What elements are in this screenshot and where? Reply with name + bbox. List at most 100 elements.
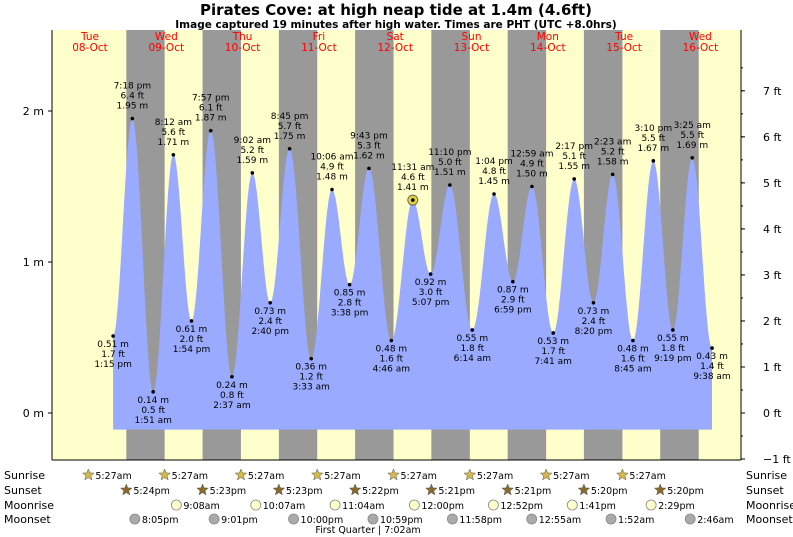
y-tick-label-ft: 2 ft xyxy=(763,315,782,328)
sunrise-icon xyxy=(310,468,324,481)
day-name: Tue xyxy=(80,31,99,43)
astro-time: 8:05pm xyxy=(142,515,179,526)
astro-time: 1:41pm xyxy=(579,501,616,512)
sunset-icon xyxy=(653,483,667,496)
y-tick-label-ft: 7 ft xyxy=(763,85,782,98)
tide-point xyxy=(671,328,675,332)
y-tick-label-ft: 4 ft xyxy=(763,223,782,236)
astro-time: 11:04am xyxy=(342,501,384,512)
sunset-icon xyxy=(272,483,286,496)
moonset-icon xyxy=(446,513,458,525)
tide-time: 3:10 pm xyxy=(635,124,673,134)
tide-ft: 0.8 ft xyxy=(220,391,244,401)
tide-point xyxy=(530,184,534,189)
astro-time: 9:08am xyxy=(183,501,219,512)
tide-point xyxy=(631,338,635,343)
day-name: Wed xyxy=(689,31,712,43)
day-date: 08-Oct xyxy=(72,42,108,54)
tide-m: 1.48 m xyxy=(316,173,348,183)
tide-point xyxy=(572,177,577,181)
tide-time: 1:15 pm xyxy=(94,360,132,370)
tide-time: 9:02 am xyxy=(234,136,271,146)
tide-time: 3:25 am xyxy=(674,121,711,131)
moonrise-icon xyxy=(170,499,182,511)
tide-time: 10:06 am xyxy=(310,153,353,163)
moonrise-icon xyxy=(645,499,657,511)
tide-time: 7:57 pm xyxy=(192,94,230,104)
tide-time: 3:38 pm xyxy=(331,309,369,319)
y-tick-label-ft: 5 ft xyxy=(763,177,782,190)
tide-m: 0.14 m xyxy=(137,396,169,406)
day-date: 16-Oct xyxy=(683,42,719,54)
astro-time: 5:23pm xyxy=(286,486,323,497)
tide-time: 1:04 pm xyxy=(475,157,513,167)
moonset-icon xyxy=(684,513,696,525)
tide-ft: 3.0 ft xyxy=(419,288,443,298)
tide-time: 1:54 pm xyxy=(173,345,211,355)
tide-time: 7:41 am xyxy=(535,357,572,367)
tide-m: 0.73 m xyxy=(254,307,286,317)
sunset-icon xyxy=(119,483,133,496)
tide-time: 12:59 am xyxy=(510,150,553,160)
tide-m: 1.51 m xyxy=(434,168,466,178)
sunrise-icon xyxy=(539,468,553,481)
tide-ft: 5.3 ft xyxy=(357,141,381,151)
tide-point xyxy=(287,146,292,151)
y-tick-label-ft: −1 ft xyxy=(763,453,791,466)
moonset-icon xyxy=(208,513,220,525)
sunset-icon xyxy=(501,483,515,496)
tide-m: 1.59 m xyxy=(236,156,268,166)
astro-time: 5:27am xyxy=(401,471,437,482)
astro-time: 5:27am xyxy=(553,471,589,482)
y-tick-label-m: 1 m xyxy=(23,256,44,269)
tide-point xyxy=(651,159,656,163)
moonrise-icon xyxy=(250,499,262,511)
tide-ft: 2.0 ft xyxy=(180,335,204,345)
tide-point xyxy=(610,172,615,177)
astro-row-label-left: Moonrise xyxy=(4,499,54,512)
day-date: 14-Oct xyxy=(530,42,566,54)
tide-point xyxy=(591,300,596,305)
astro-time: 2:29pm xyxy=(658,501,695,512)
tide-time: 3:33 am xyxy=(293,383,330,393)
tide-ft: 1.7 ft xyxy=(541,347,565,357)
tide-m: 0.85 m xyxy=(334,289,366,299)
astro-time: 5:27am xyxy=(324,471,360,482)
y-tick-label-ft: 3 ft xyxy=(763,269,782,282)
tide-m: 0.92 m xyxy=(415,278,447,288)
tide-point xyxy=(189,319,194,323)
sunrise-icon xyxy=(616,468,629,481)
astro-time: 11:58pm xyxy=(459,515,502,526)
tide-ft: 4.6 ft xyxy=(401,173,425,183)
tide-ft: 5.7 ft xyxy=(278,122,302,132)
sunset-icon xyxy=(577,483,591,496)
tide-m: 1.67 m xyxy=(637,144,669,154)
tide-time: 11:31 am xyxy=(391,163,434,173)
astro-time: 5:20pm xyxy=(667,486,704,497)
day-date: 15-Oct xyxy=(606,42,642,54)
tide-ft: 1.6 ft xyxy=(621,355,645,365)
tide-m: 1.95 m xyxy=(117,102,149,112)
tide-point xyxy=(309,356,313,361)
day-date: 11-Oct xyxy=(301,42,337,54)
tide-point xyxy=(330,187,334,192)
tide-point xyxy=(367,166,371,171)
y-tick-label-m: 2 m xyxy=(23,105,44,118)
tide-ft: 6.1 ft xyxy=(199,104,223,114)
tide-time: 8:20 pm xyxy=(575,327,613,337)
day-name: Thu xyxy=(232,31,253,43)
tide-time: 1:51 am xyxy=(135,416,172,426)
tide-m: 0.61 m xyxy=(176,325,208,335)
tide-point xyxy=(448,183,452,187)
astro-time: 5:27am xyxy=(629,471,665,482)
tide-time: 11:10 pm xyxy=(428,148,471,158)
tide-m: 1.50 m xyxy=(516,170,548,180)
sunrise-icon xyxy=(158,468,171,481)
y-tick-label-ft: 6 ft xyxy=(763,131,782,144)
astro-row-label-left: Sunrise xyxy=(4,469,45,482)
tide-m: 1.71 m xyxy=(158,138,190,148)
tide-m: 0.73 m xyxy=(578,307,610,317)
y-tick-label-ft: 0 ft xyxy=(763,407,782,420)
astro-time: 12:55am xyxy=(539,515,581,526)
